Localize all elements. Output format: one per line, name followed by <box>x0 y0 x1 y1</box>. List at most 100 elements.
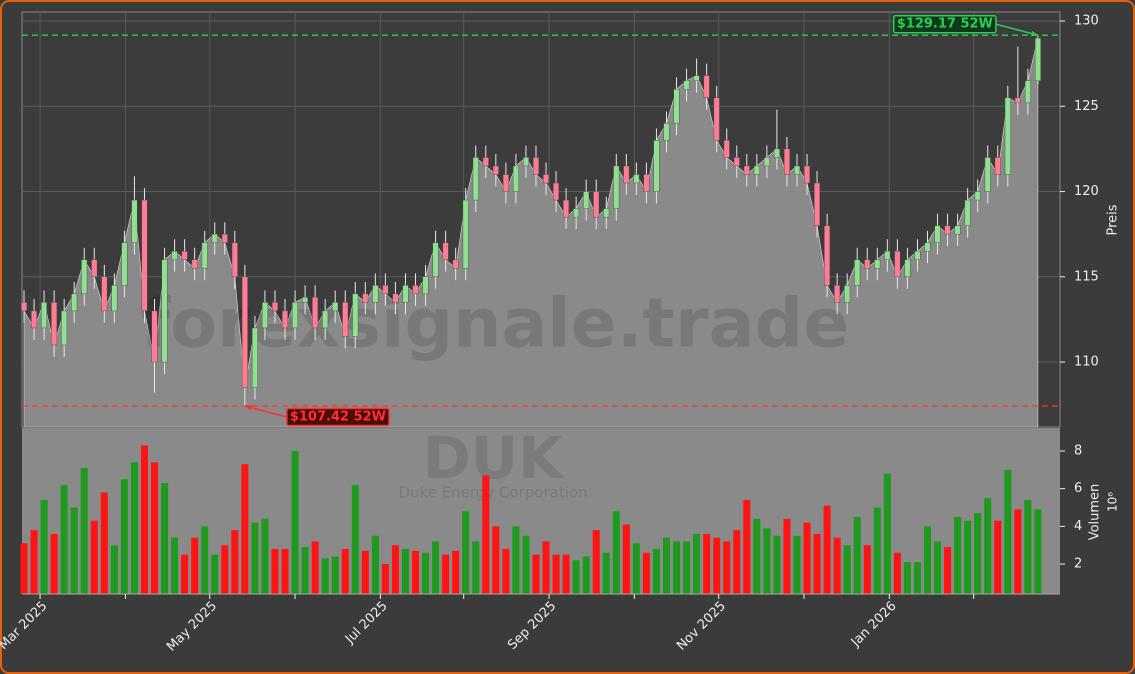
candle-body <box>492 165 499 175</box>
candle-body <box>804 165 810 184</box>
volume-bar <box>261 518 269 594</box>
volume-bar <box>542 541 550 594</box>
candle-body <box>382 285 389 295</box>
candle-body <box>693 75 700 81</box>
candle-body <box>372 285 379 303</box>
watermark-subtitle: Duke Energy Corporation <box>398 484 587 502</box>
volume-bar <box>803 522 811 594</box>
candle-body <box>834 285 841 303</box>
volume-bar <box>863 545 871 594</box>
watermark: forexsignale.trade <box>141 285 850 364</box>
candle-body <box>452 259 459 269</box>
volume-bar <box>522 535 530 594</box>
annotation: $107.42 52W <box>286 407 390 427</box>
volume-bar <box>291 450 299 594</box>
volume-bar <box>923 526 932 594</box>
candle-body <box>543 174 549 184</box>
candle-body <box>533 157 539 175</box>
volume-bar <box>110 545 118 594</box>
candle-body <box>522 157 529 167</box>
volume-bar <box>241 464 249 594</box>
volume-bar <box>311 541 319 594</box>
volume-bar <box>903 562 911 594</box>
annotation-label: $129.17 52W <box>897 17 993 32</box>
candle-body <box>121 242 128 286</box>
candle-body <box>482 157 489 167</box>
volume-bar <box>753 518 761 594</box>
volume-bar <box>823 505 831 594</box>
candle-body <box>583 191 590 209</box>
candle-body <box>111 285 118 312</box>
candle-body <box>282 310 288 329</box>
candle-body <box>101 276 108 312</box>
candle-body <box>794 165 800 175</box>
volume-bar <box>30 530 38 594</box>
candle-body <box>472 157 479 201</box>
candle-body <box>21 302 27 312</box>
volume-bar <box>361 550 369 594</box>
volume-bar <box>944 547 952 594</box>
volume-bar <box>301 547 309 594</box>
volume-bar <box>442 554 450 594</box>
candle-body <box>91 259 98 277</box>
volume-bar <box>512 526 520 594</box>
volume-bar <box>733 530 741 594</box>
volume-bar <box>592 530 600 594</box>
volume-bar <box>472 541 480 594</box>
candle-body <box>964 199 971 226</box>
candle-body <box>763 157 770 167</box>
volume-bar <box>632 543 640 594</box>
candle-body <box>412 285 419 295</box>
volume-bar <box>201 526 209 594</box>
volume-bar <box>412 550 420 594</box>
candle-body <box>81 259 88 295</box>
volume-bar <box>231 530 239 594</box>
candle-body <box>201 242 208 269</box>
volume-bar <box>20 543 28 594</box>
candle-body <box>723 140 730 158</box>
candle-body <box>332 302 339 312</box>
candle-body <box>241 276 248 388</box>
candle-body <box>653 140 660 192</box>
annotation-label: $107.42 52W <box>290 410 386 425</box>
candle-body <box>733 157 740 167</box>
y-tick-label: 130 <box>1074 14 1099 29</box>
y-tick-label: 2 <box>1074 557 1082 572</box>
candle-body <box>312 297 319 329</box>
candle-body <box>633 174 640 184</box>
volume-bar <box>843 545 851 594</box>
volume-bar <box>552 554 560 594</box>
annotation-arrow <box>995 23 1039 36</box>
volume-bar <box>974 513 982 594</box>
volume-bar <box>70 507 78 594</box>
volume-bar <box>120 479 128 594</box>
candle-body <box>924 242 931 252</box>
volume-bar <box>913 562 921 594</box>
y-tick-label: 115 <box>1074 269 1099 284</box>
volume-bar <box>100 492 108 594</box>
volume-bar <box>502 548 510 594</box>
y-axis-label: Volumen <box>1088 484 1103 541</box>
y-tick-label: 120 <box>1074 184 1099 199</box>
candle-body <box>41 302 48 329</box>
candle-body <box>442 242 449 260</box>
volume-bar <box>773 535 781 594</box>
candle-body <box>432 242 439 277</box>
candle-body <box>191 259 198 269</box>
candle-body <box>512 165 519 192</box>
annotation-arrow <box>244 405 288 418</box>
volume-bar <box>221 545 229 594</box>
volume-bar <box>652 548 660 594</box>
candle-body <box>502 174 509 192</box>
volume-bar <box>422 552 430 594</box>
candle-body <box>161 259 168 363</box>
candle-body <box>292 302 299 329</box>
candle-body <box>643 174 650 192</box>
candle-body <box>984 157 991 192</box>
candle-body <box>874 259 881 269</box>
volume-bar <box>582 556 590 594</box>
candle-body <box>231 242 238 277</box>
volume-bar <box>331 556 339 594</box>
candle-body <box>683 80 690 90</box>
volume-bar <box>50 533 58 594</box>
